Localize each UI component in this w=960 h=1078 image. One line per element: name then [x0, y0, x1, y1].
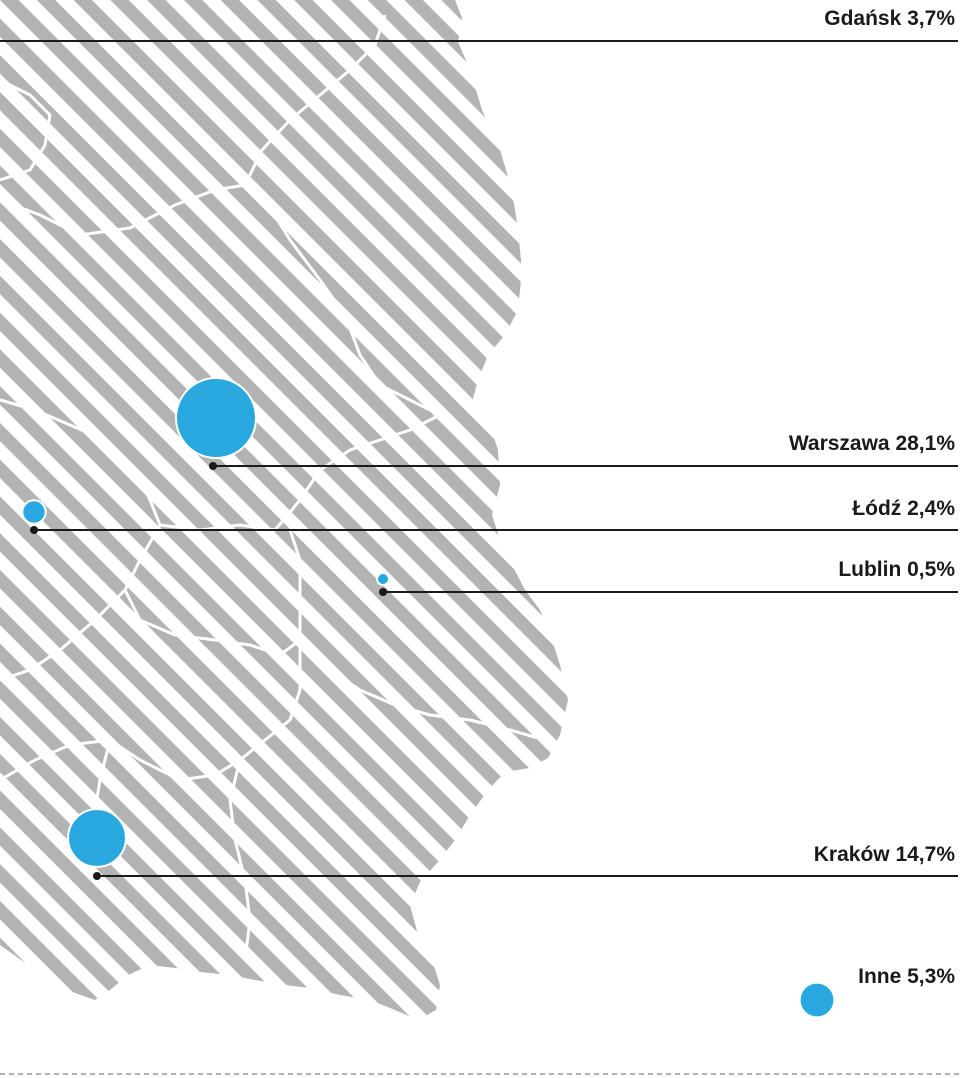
- label-warszawa: Warszawa 28,1%: [789, 432, 955, 455]
- label-krakow: Kraków 14,7%: [814, 843, 956, 866]
- label-inne: Inne 5,3%: [858, 965, 955, 988]
- bubble-lodz: [21, 499, 47, 525]
- label-lodz: Łódź 2,4%: [852, 497, 955, 520]
- bubble-warszawa: [175, 377, 257, 459]
- bubble-lublin: [376, 572, 390, 586]
- bubble-krakow: [67, 808, 127, 868]
- bubble-inne: [798, 981, 836, 1019]
- label-gdansk: Gdańsk 3,7%: [824, 7, 955, 30]
- region-borders: [0, 14, 546, 961]
- leader-dot-warszawa: [209, 462, 217, 470]
- leader-dot-lublin: [379, 588, 387, 596]
- label-lublin: Lublin 0,5%: [838, 558, 955, 581]
- leader-dot-lodz: [30, 526, 38, 534]
- country-shape: [0, 0, 568, 1020]
- leader-dot-krakow: [93, 872, 101, 880]
